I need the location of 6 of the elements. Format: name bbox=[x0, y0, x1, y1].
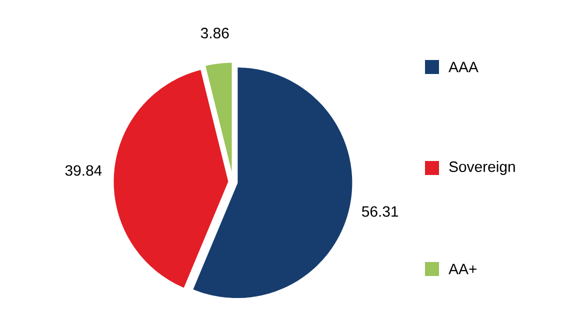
legend-label: AA+ bbox=[448, 264, 476, 274]
legend-label: Sovereign bbox=[449, 161, 515, 175]
data-label: 39.84 bbox=[65, 165, 102, 176]
data-label: 56.31 bbox=[362, 206, 398, 217]
data-label: 3.86 bbox=[200, 28, 229, 38]
legend-label: AAA bbox=[448, 62, 478, 72]
